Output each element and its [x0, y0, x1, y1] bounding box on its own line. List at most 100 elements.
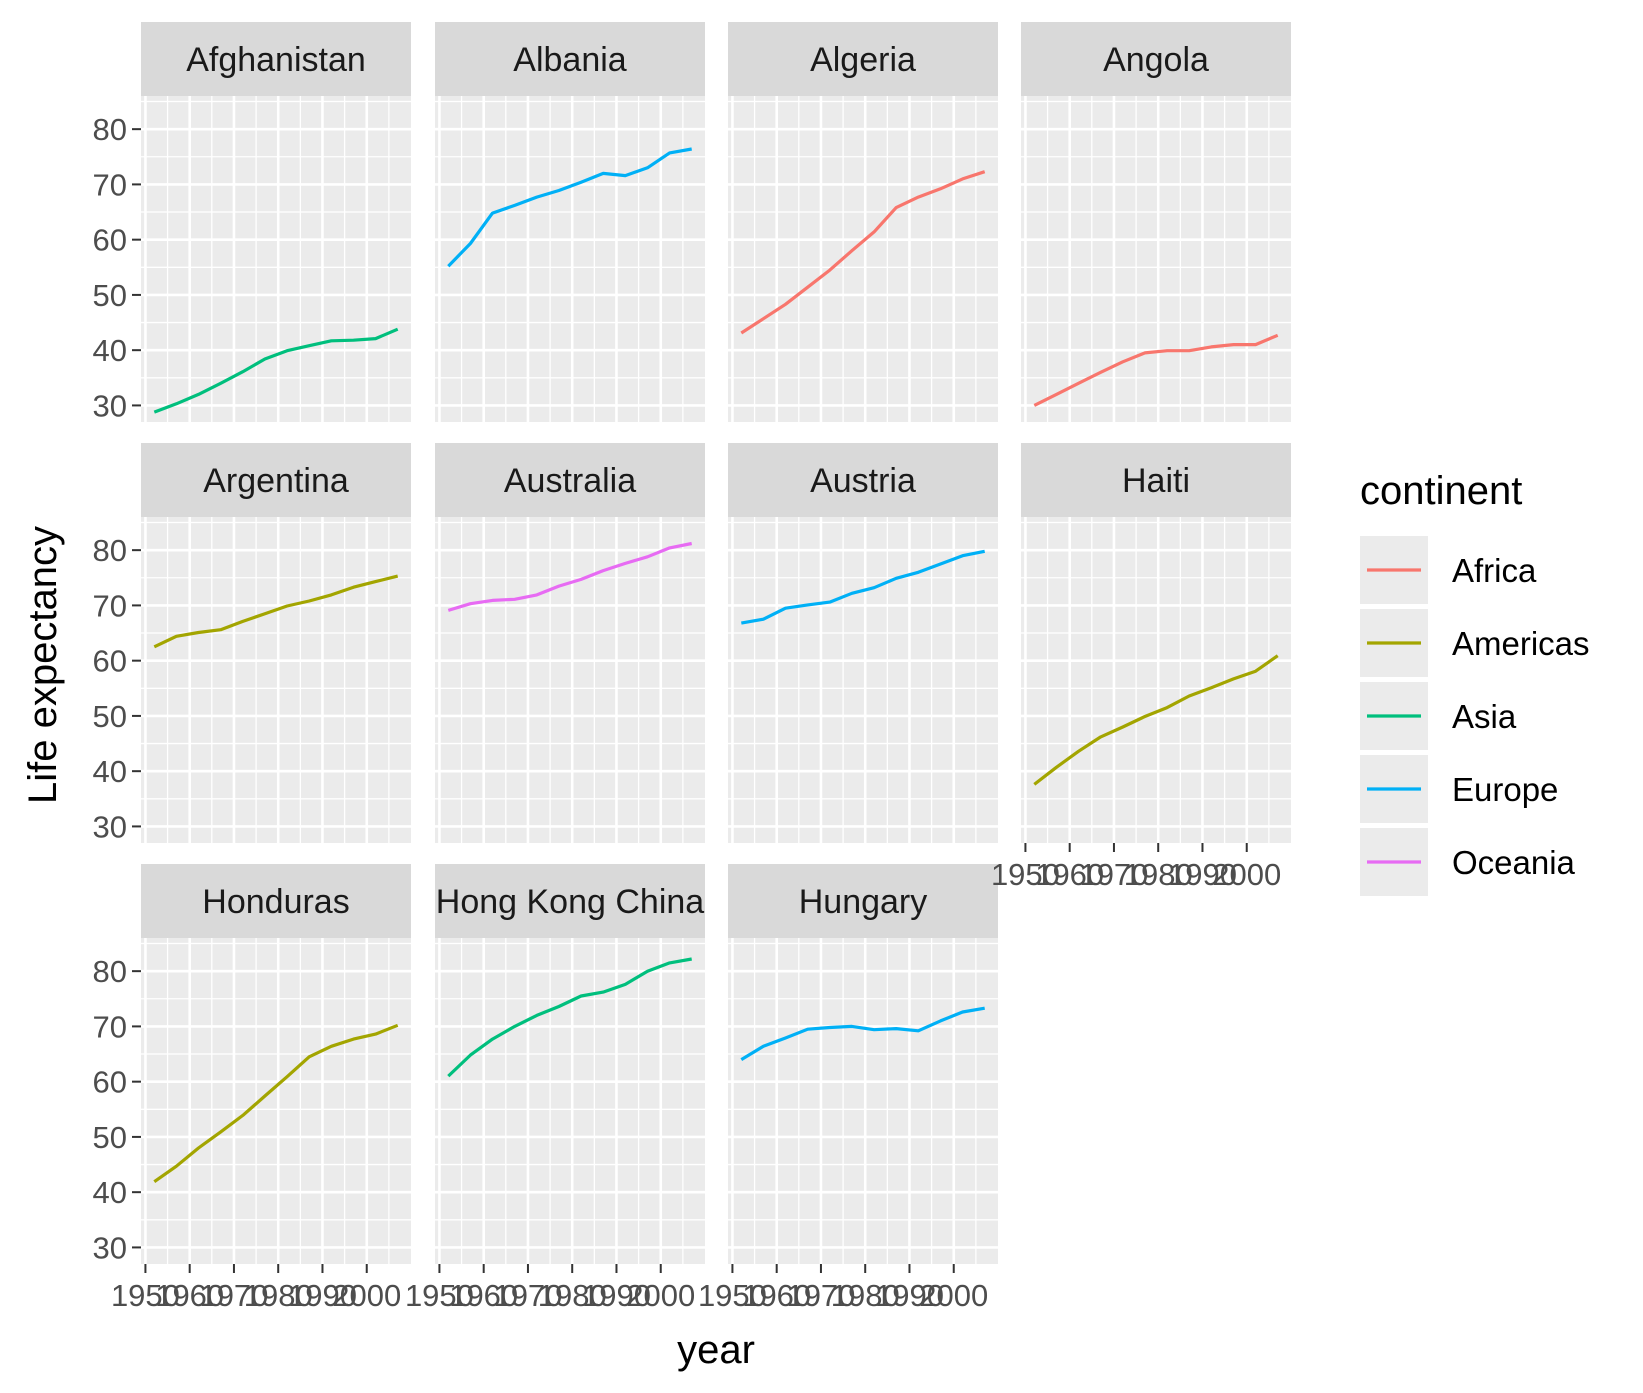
- legend-item-oceania: Oceania: [1360, 828, 1576, 896]
- y-tick-label: 50: [93, 1120, 127, 1155]
- facet-strip-label: Algeria: [810, 41, 916, 79]
- facet-strip: [728, 443, 998, 517]
- facet-strip: [435, 22, 705, 96]
- x-tick-label: 1990: [288, 1278, 357, 1313]
- x-tick-label: 1980: [1124, 857, 1193, 892]
- facet-strip: [1021, 22, 1291, 96]
- facet-strip: [141, 864, 411, 938]
- facet-panel-albania: Albania: [435, 22, 705, 422]
- legend-label: Asia: [1452, 698, 1517, 735]
- series-line-algeria: [740, 170, 986, 335]
- x-tick-label: 2000: [1212, 857, 1281, 892]
- x-tick-label: 1990: [1168, 857, 1237, 892]
- facet-strip-label: Argentina: [203, 462, 349, 500]
- x-tick-label: 1980: [831, 1278, 900, 1313]
- panel-grid: [141, 938, 411, 1264]
- legend-item-asia: Asia: [1360, 682, 1517, 750]
- panel-grid: [141, 96, 411, 422]
- y-tick-label: 40: [93, 1175, 127, 1210]
- series-line-hungary: [740, 1006, 985, 1061]
- panel-background: [1021, 517, 1291, 843]
- panel-grid: [141, 517, 411, 843]
- y-tick-label: 60: [93, 644, 127, 679]
- x-tick-label: 1960: [155, 1278, 224, 1313]
- facet-strip-label: Australia: [504, 462, 636, 500]
- legend-label: Europe: [1452, 771, 1558, 808]
- x-tick-label: 1950: [991, 857, 1060, 892]
- x-tick-label: 1960: [1035, 857, 1104, 892]
- x-tick-label: 1990: [582, 1278, 651, 1313]
- x-tick-label: 1970: [199, 1278, 268, 1313]
- x-tick-label: 1990: [875, 1278, 944, 1313]
- legend-label: Oceania: [1452, 844, 1576, 881]
- facet-strip: [435, 443, 705, 517]
- legend: continent Africa Americas Asia Europe Oceani…: [1360, 469, 1590, 896]
- panel-background: [141, 938, 411, 1264]
- x-axis-title: year: [677, 1328, 755, 1372]
- facet-strip-label: Angola: [1103, 41, 1209, 79]
- panel-background: [141, 517, 411, 843]
- x-tick-label: 1950: [698, 1278, 767, 1313]
- facet-strip-label: Honduras: [202, 883, 349, 921]
- y-axis-row-1: 30 40 50 60 70 80: [93, 112, 141, 423]
- y-tick-label: 80: [93, 112, 127, 147]
- panel-background: [728, 938, 998, 1264]
- x-tick-label: 1970: [493, 1278, 562, 1313]
- legend-title: continent: [1360, 469, 1522, 513]
- x-tick-label: 1980: [538, 1278, 607, 1313]
- facet-strip-label: Afghanistan: [186, 41, 366, 79]
- facet-panel-austria: Austria: [728, 443, 998, 843]
- y-axis-row-2: 30 40 50 60 70 80: [93, 533, 141, 844]
- facet-panel-angola: Angola: [1021, 22, 1291, 422]
- y-axis-row-3: 30 40 50 60 70 80: [93, 954, 141, 1265]
- legend-item-africa: Africa: [1360, 536, 1537, 604]
- facet-panel-argentina: Argentina: [141, 443, 411, 843]
- legend-item-europe: Europe: [1360, 755, 1558, 823]
- facet-strip: [728, 22, 998, 96]
- y-tick-label: 80: [93, 533, 127, 568]
- panel-grid: [1021, 517, 1291, 843]
- y-tick-label: 80: [93, 954, 127, 989]
- facet-panel-australia: Australia: [435, 443, 705, 843]
- facet-strip-label: Hong Kong China: [436, 883, 705, 921]
- y-tick-label: 70: [93, 588, 127, 623]
- facet-strip: [728, 864, 998, 938]
- panel-grid: [728, 517, 998, 843]
- y-tick-label: 60: [93, 223, 127, 258]
- panel-background: [728, 96, 998, 422]
- series-line-honduras: [153, 1023, 399, 1184]
- panel-background: [141, 96, 411, 422]
- y-tick-label: 30: [93, 1230, 127, 1265]
- facet-panel-hungary: Hungary: [728, 864, 998, 1264]
- series-line-austria: [741, 549, 986, 625]
- series-line-hong-kong-china: [447, 957, 692, 1078]
- panel-grid: [435, 96, 705, 422]
- panel-grid: [435, 938, 705, 1264]
- series-line-australia: [447, 541, 693, 612]
- panel-background: [1021, 96, 1291, 422]
- x-tick-label: 1960: [449, 1278, 518, 1313]
- y-tick-label: 70: [93, 1009, 127, 1044]
- x-tick-label: 1970: [1079, 857, 1148, 892]
- panel-grid: [728, 938, 998, 1264]
- facet-panel-algeria: Algeria: [728, 22, 998, 422]
- series-line-angola: [1033, 333, 1279, 407]
- panel-background: [435, 938, 705, 1264]
- facet-strip: [141, 22, 411, 96]
- y-tick-label: 30: [93, 809, 127, 844]
- panel-background: [435, 96, 705, 422]
- facet-strip-label: Haiti: [1122, 462, 1190, 500]
- y-tick-label: 40: [93, 754, 127, 789]
- panel-background: [435, 517, 705, 843]
- x-tick-label: 1960: [742, 1278, 811, 1313]
- y-axes: 30 40 50 60 70 80 30 40 50 60 70 80 30 40 50 60 70 80: [93, 112, 141, 1265]
- facet-panel-haiti: Haiti: [1021, 443, 1291, 843]
- x-tick-label: 2000: [626, 1278, 695, 1313]
- facet-strip-label: Austria: [810, 462, 916, 500]
- facet-strip-label: Albania: [513, 41, 627, 79]
